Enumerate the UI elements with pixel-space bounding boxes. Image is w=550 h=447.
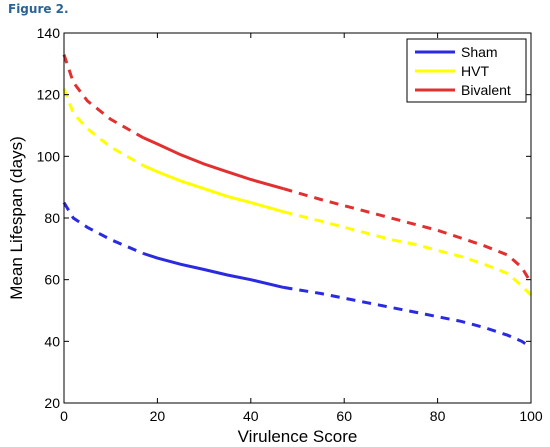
series-line-hvt-dashed-right — [283, 210, 533, 297]
series-line-hvt-solid — [142, 164, 284, 214]
series-line-sham-dashed-left — [62, 201, 144, 255]
y-tick-label: 80 — [44, 210, 60, 226]
y-tick-label: 40 — [44, 333, 60, 349]
x-tick-label: 20 — [150, 408, 166, 424]
x-tick-label: 0 — [60, 408, 68, 424]
y-tick-label: 140 — [37, 25, 61, 41]
y-tick-label: 60 — [44, 272, 60, 288]
x-axis-ticks: 0 20 40 60 80 100 — [60, 33, 543, 424]
y-axis-label: Mean Lifespan (days) — [7, 136, 26, 299]
legend-label-bivalent: Bivalent — [461, 82, 511, 98]
y-tick-label: 100 — [37, 148, 61, 164]
series-line-bivalent-solid — [142, 136, 284, 191]
x-tick-label: 80 — [430, 408, 446, 424]
x-tick-label: 40 — [243, 408, 259, 424]
legend-label-sham: Sham — [461, 44, 498, 60]
y-axis-ticks: 20 40 60 80 100 120 140 — [37, 25, 531, 411]
legend: Sham HVT Bivalent — [406, 38, 527, 103]
legend-label-hvt: HVT — [461, 63, 489, 79]
x-tick-label: 100 — [519, 408, 543, 424]
series-line-sham-solid — [142, 252, 284, 289]
y-tick-label: 120 — [37, 87, 61, 103]
series-line-bivalent-dashed-right — [283, 187, 533, 284]
x-tick-label: 60 — [336, 408, 352, 424]
series-line-hvt-dashed-left — [62, 87, 145, 167]
plot-lines — [62, 54, 533, 349]
x-axis-label: Virulence Score — [238, 427, 358, 446]
y-tick-label: 20 — [44, 395, 60, 411]
figure-label: Figure 2. — [8, 2, 69, 16]
series-line-sham-dashed-right — [283, 285, 532, 349]
series-line-bivalent-dashed-left — [62, 54, 145, 140]
